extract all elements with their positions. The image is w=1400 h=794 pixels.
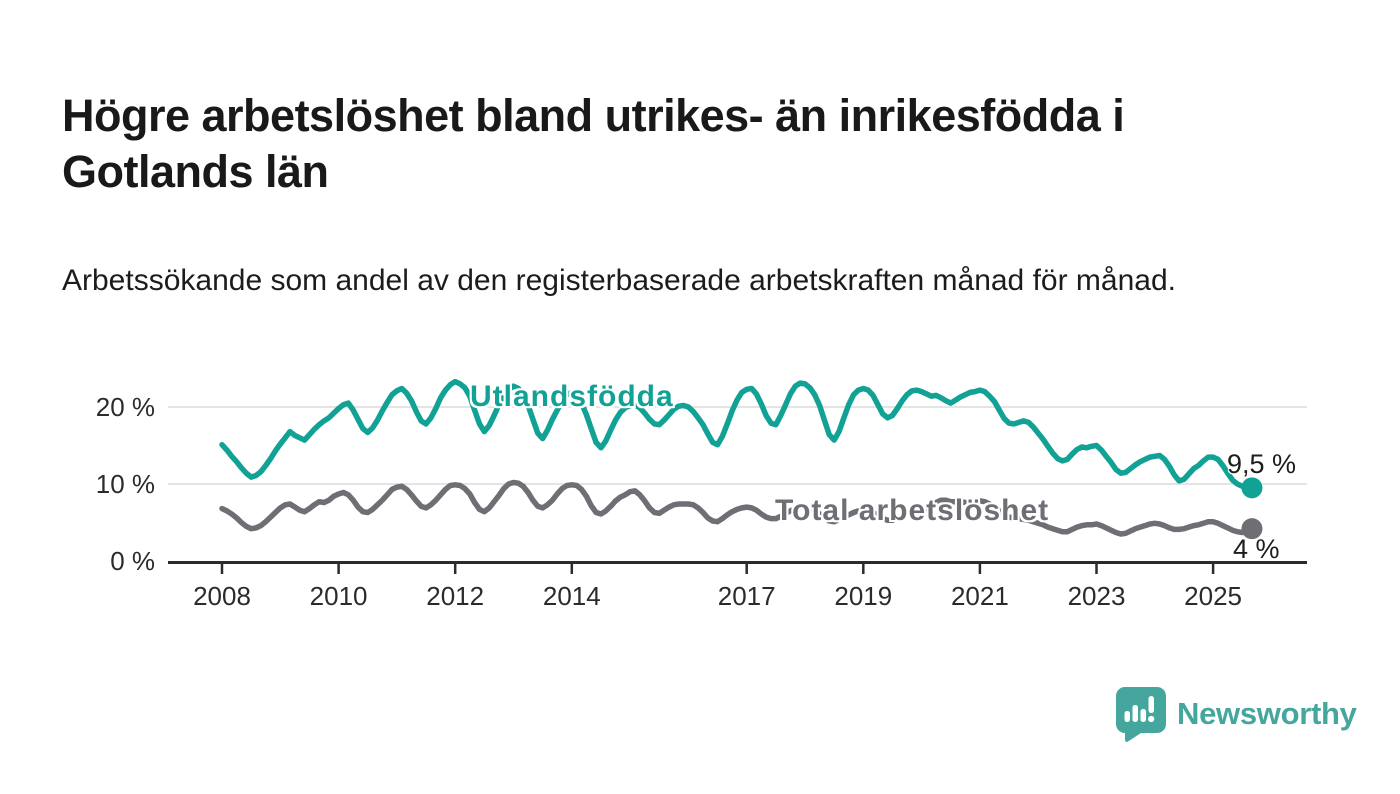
series-endpoint-dot-utlandsfodda — [1241, 477, 1263, 499]
page-subtitle: Arbetssökande som andel av den registerb… — [62, 264, 1176, 297]
series-line-total — [219, 479, 1255, 537]
x-axis-tick-label: 2021 — [951, 581, 1009, 611]
y-axis-tick-label: 0 % — [110, 546, 155, 576]
x-axis-tick-label: 2017 — [718, 581, 776, 611]
y-axis-tick-label: 20 % — [96, 392, 155, 422]
series-label-utlandsfodda: Utlandsfödda — [470, 380, 674, 413]
series-line-utlandsfodda — [219, 378, 1255, 491]
x-axis-tick-label: 2014 — [543, 581, 601, 611]
x-axis-tick-label: 2008 — [193, 581, 251, 611]
end-value-label-utlandsfodda: 9,5 % — [1227, 449, 1297, 479]
x-axis-tick-label: 2025 — [1184, 581, 1242, 611]
newsworthy-logo: Newsworthy — [1115, 686, 1357, 742]
y-axis-tick-label: 10 % — [96, 469, 155, 499]
x-axis-tick-label: 2023 — [1068, 581, 1126, 611]
series-endpoint-dot-total — [1241, 518, 1263, 540]
page-title: Högre arbetslöshet bland utrikes- än inr… — [62, 90, 1125, 198]
newsworthy-logo-text: Newsworthy — [1177, 696, 1357, 731]
x-axis-tick-label: 2019 — [834, 581, 892, 611]
newsworthy-logo-icon — [1116, 687, 1166, 742]
series-label-total-arbetsloshet: Total arbetslöshet — [775, 494, 1050, 527]
x-axis-tick-label: 2010 — [310, 581, 368, 611]
x-axis-tick-label: 2012 — [426, 581, 484, 611]
end-value-label-total: 4 % — [1233, 534, 1280, 564]
